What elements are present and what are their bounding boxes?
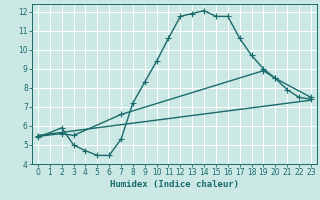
X-axis label: Humidex (Indice chaleur): Humidex (Indice chaleur) xyxy=(110,180,239,189)
